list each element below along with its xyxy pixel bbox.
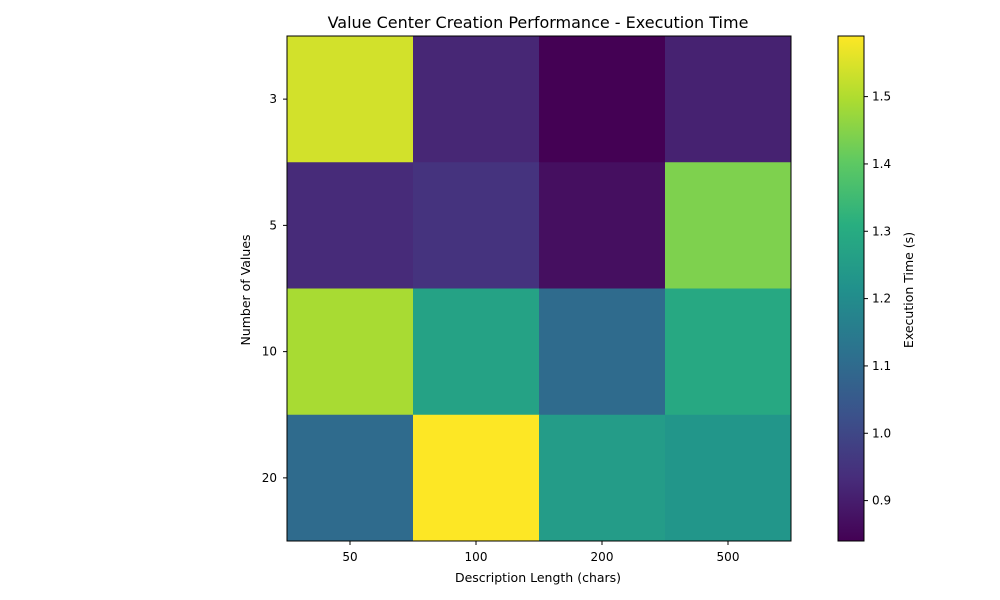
heatmap-cell — [287, 414, 414, 542]
y-tick-label: 10 — [262, 345, 277, 359]
x-tick-label: 50 — [342, 550, 357, 564]
heatmap-cell — [287, 288, 414, 416]
heatmap-cell — [539, 162, 666, 289]
x-axis-ticks: 50 100 200 500 — [342, 541, 739, 564]
x-tick-label: 200 — [591, 550, 614, 564]
colorbar-ticks: 0.9 1.0 1.1 1.2 1.3 1.4 1.5 — [864, 90, 891, 508]
heatmap-cell — [665, 414, 792, 542]
heatmap-cell — [539, 414, 666, 542]
colorbar-tick-label: 1.1 — [872, 359, 891, 373]
y-tick-label: 5 — [269, 218, 277, 232]
colorbar-frame — [837, 35, 865, 542]
colorbar-tick-label: 1.3 — [872, 224, 891, 238]
heatmap-cell — [413, 414, 540, 542]
heatmap-cell — [665, 162, 792, 289]
heatmap-cell — [539, 36, 666, 163]
heatmap-cell — [287, 162, 414, 289]
colorbar-tick-label: 1.2 — [872, 292, 891, 306]
plot-frame — [286, 35, 792, 542]
x-axis-label: Description Length (chars) — [455, 570, 621, 585]
colorbar-tick-label: 1.4 — [872, 157, 891, 171]
y-axis-ticks: 3 5 10 20 — [262, 92, 287, 485]
colorbar — [838, 36, 864, 541]
colorbar-tick-label: 1.5 — [872, 90, 891, 104]
colorbar-tick-label: 1.0 — [872, 426, 891, 440]
colorbar-tick-label: 0.9 — [872, 494, 891, 508]
heatmap-cell — [539, 288, 666, 416]
x-tick-label: 500 — [717, 550, 740, 564]
heatmap-cell — [413, 288, 540, 416]
x-tick-label: 100 — [465, 550, 488, 564]
heatmap-cells — [287, 36, 792, 542]
y-tick-label: 20 — [262, 471, 277, 485]
y-axis-label: Number of Values — [238, 234, 253, 345]
chart-title: Value Center Creation Performance - Exec… — [328, 13, 749, 32]
heatmap-cell — [665, 36, 792, 163]
heatmap-cell — [665, 288, 792, 416]
heatmap-cell — [413, 36, 540, 163]
y-tick-label: 3 — [269, 92, 277, 106]
heatmap-cell — [287, 36, 414, 163]
colorbar-label: Execution Time (s) — [901, 232, 916, 348]
heatmap-cell — [413, 162, 540, 289]
